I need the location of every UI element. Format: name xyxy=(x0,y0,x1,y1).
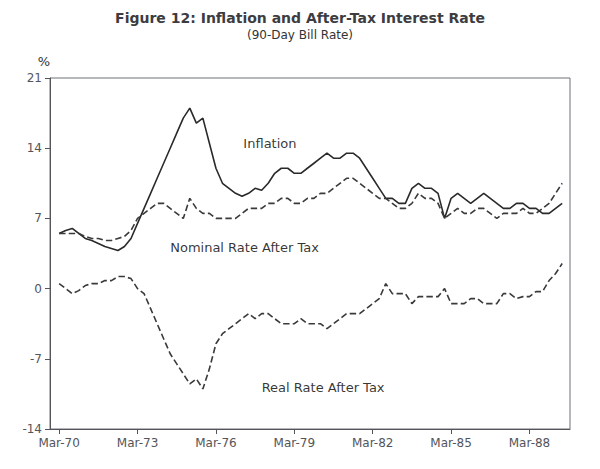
svg-text:Real Rate After Tax: Real Rate After Tax xyxy=(262,380,385,395)
svg-text:Mar-73: Mar-73 xyxy=(117,436,158,450)
svg-text:Inflation: Inflation xyxy=(243,136,296,151)
svg-text:7: 7 xyxy=(34,211,42,225)
svg-text:Mar-82: Mar-82 xyxy=(352,436,393,450)
svg-text:21: 21 xyxy=(27,71,42,85)
svg-text:14: 14 xyxy=(27,141,42,155)
svg-text:Nominal Rate After Tax: Nominal Rate After Tax xyxy=(170,240,319,255)
svg-text:Mar-76: Mar-76 xyxy=(195,436,236,450)
svg-text:-7: -7 xyxy=(30,352,42,366)
svg-text:0: 0 xyxy=(34,282,42,296)
svg-text:Mar-88: Mar-88 xyxy=(509,436,550,450)
svg-text:Mar-70: Mar-70 xyxy=(38,436,79,450)
svg-text:Mar-79: Mar-79 xyxy=(274,436,315,450)
svg-text:(90-Day Bill Rate): (90-Day Bill Rate) xyxy=(247,28,353,42)
svg-text:-14: -14 xyxy=(22,422,42,436)
svg-text:Figure 12: Inflation and After: Figure 12: Inflation and After-Tax Inter… xyxy=(115,10,485,26)
svg-text:%: % xyxy=(38,54,50,69)
svg-text:Mar-85: Mar-85 xyxy=(430,436,471,450)
